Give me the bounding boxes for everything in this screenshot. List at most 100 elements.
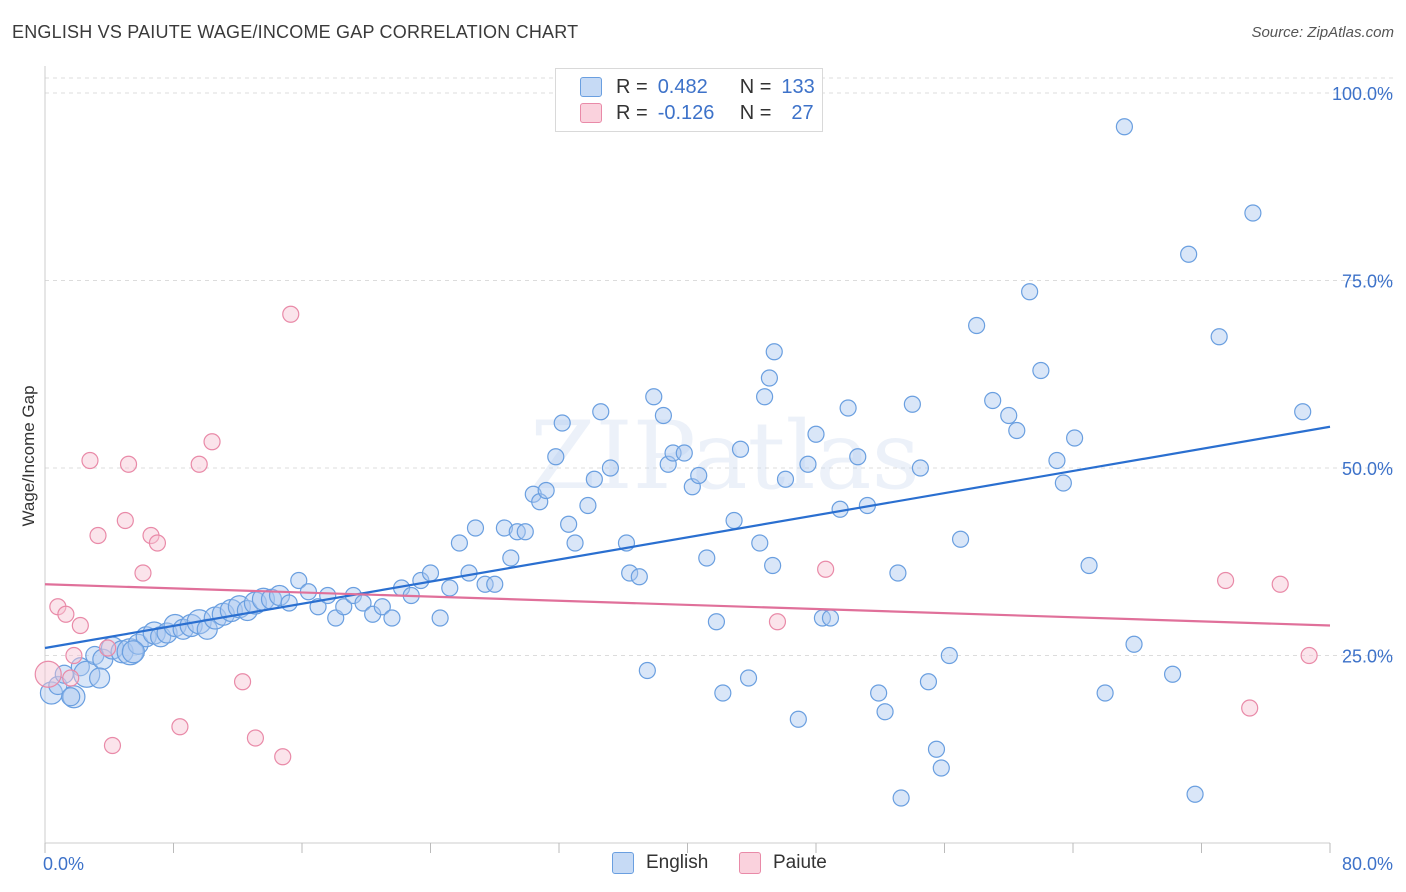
- english-point: [984, 391, 1002, 410]
- english-point: [89, 667, 111, 689]
- paiute-point: [148, 534, 167, 552]
- english-point: [630, 568, 648, 586]
- x-tick-label: 0.0%: [43, 854, 84, 874]
- english-point: [495, 519, 513, 537]
- english-point: [1080, 556, 1098, 575]
- english-point: [1008, 421, 1026, 440]
- paiute-point: [62, 669, 80, 687]
- english-point: [486, 575, 504, 593]
- paiute-point: [246, 729, 265, 747]
- english-point: [911, 459, 930, 477]
- english-r-value: 0.482: [657, 75, 708, 98]
- english-point: [579, 496, 597, 515]
- paiute-point: [81, 451, 99, 470]
- paiute-point: [103, 736, 122, 755]
- english-point: [940, 646, 958, 665]
- paiute-point: [1241, 699, 1259, 717]
- english-point: [383, 609, 401, 627]
- english-point: [951, 530, 970, 548]
- paiute-swatch: [580, 103, 602, 123]
- english-point: [1210, 328, 1228, 346]
- trend-layer: [44, 425, 1331, 650]
- paiute-n-value: 27: [791, 101, 814, 124]
- legend-row-english: R = 0.482 N = 133: [580, 74, 815, 100]
- english-point: [889, 564, 907, 582]
- english-point: [441, 579, 459, 597]
- watermark: ZIPatlas: [530, 402, 920, 511]
- english-point: [1294, 403, 1312, 421]
- english-point: [731, 440, 750, 458]
- paiute-r-value: -0.126: [657, 101, 715, 124]
- paiute-point: [57, 605, 75, 623]
- label-layer: 25.0% 50.0% 75.0% 100.0% 0.0% 80.0% Wage/Incom…: [19, 84, 1393, 874]
- english-point: [1054, 474, 1072, 492]
- english-point: [592, 403, 610, 421]
- english-point: [1096, 684, 1114, 702]
- paiute-point: [274, 748, 292, 766]
- english-point: [280, 594, 298, 612]
- english-point: [645, 388, 663, 406]
- english-point: [760, 369, 779, 387]
- english-point: [1186, 785, 1204, 803]
- english-point: [1048, 451, 1066, 470]
- paiute-point: [119, 455, 138, 473]
- paiute-legend-label: Paiute: [773, 852, 827, 873]
- english-point: [290, 571, 308, 590]
- paiute-point: [233, 673, 252, 691]
- paiute-point: [134, 564, 152, 582]
- english-point: [707, 613, 726, 631]
- r-label: R =: [616, 101, 648, 124]
- bottom-legend-paiute[interactable]: Paiute: [739, 852, 827, 874]
- english-point: [765, 343, 783, 361]
- english-point: [121, 640, 145, 664]
- paiute-point: [1271, 575, 1289, 593]
- stats-legend: R = 0.482 N = 133 R = -0.126 N = 27: [555, 68, 823, 132]
- english-point: [1125, 635, 1143, 653]
- english-point: [621, 564, 639, 582]
- points-layer: [34, 118, 1318, 807]
- paiute-point: [1300, 646, 1318, 665]
- english-point: [373, 598, 391, 616]
- english-point: [566, 534, 584, 552]
- paiute-point: [817, 560, 835, 578]
- paiute-point: [768, 613, 787, 631]
- english-point: [127, 633, 149, 655]
- paiute-point: [1216, 571, 1235, 590]
- y-tick-label: 25.0%: [1342, 647, 1393, 667]
- bottom-legend-english[interactable]: English: [612, 852, 708, 874]
- english-point: [537, 481, 555, 500]
- x-tick-label: 80.0%: [1342, 854, 1393, 874]
- grid-layer: [45, 77, 1395, 656]
- axis-layer: [44, 66, 1331, 853]
- paiute-point: [116, 511, 134, 530]
- n-label: N =: [739, 75, 772, 98]
- english-point: [421, 564, 440, 582]
- english-point: [892, 789, 910, 807]
- legend-row-paiute: R = -0.126 N = 27: [580, 100, 814, 126]
- paiute-trend-line: [44, 583, 1331, 627]
- english-trend-line: [44, 425, 1331, 650]
- chart-source: Source: ZipAtlas.com: [1251, 24, 1394, 41]
- english-point: [789, 710, 807, 728]
- english-point: [714, 684, 732, 702]
- y-tick-label: 50.0%: [1342, 459, 1393, 479]
- english-point: [739, 669, 758, 687]
- english-point: [1163, 665, 1182, 683]
- english-legend-swatch: [612, 852, 634, 874]
- english-point: [1244, 204, 1262, 222]
- english-point: [1021, 283, 1039, 301]
- english-point: [1066, 429, 1084, 447]
- y-tick-label: 75.0%: [1342, 272, 1393, 292]
- english-point: [1000, 406, 1018, 425]
- y-tick-label: 100.0%: [1332, 84, 1393, 104]
- paiute-point: [34, 660, 62, 688]
- chart-title: ENGLISH VS PAIUTE WAGE/INCOME GAP CORREL…: [12, 22, 579, 42]
- english-point: [466, 519, 485, 537]
- english-legend-label: English: [646, 852, 709, 873]
- english-point: [821, 609, 840, 627]
- english-point: [1180, 245, 1198, 263]
- english-point: [1032, 361, 1050, 380]
- y-axis-label: Wage/Income Gap: [19, 385, 38, 526]
- english-point: [725, 511, 743, 530]
